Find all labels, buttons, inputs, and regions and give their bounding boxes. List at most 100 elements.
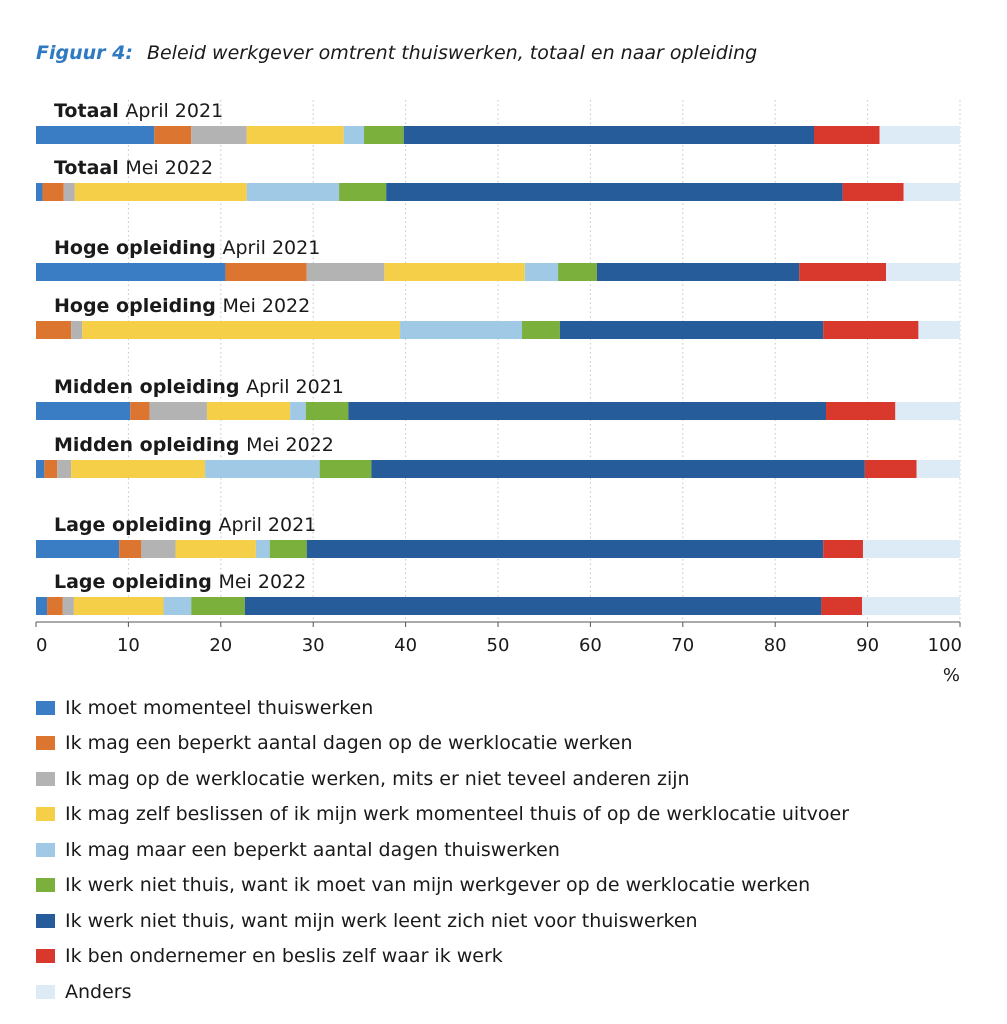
legend-item: Ik moet momenteel thuiswerken: [36, 690, 849, 726]
x-tick-label: 0: [36, 635, 47, 656]
legend-item: Ik mag op de werklocatie werken, mits er…: [36, 761, 849, 797]
bar-segment: [886, 263, 960, 281]
bar-segment: [864, 460, 917, 478]
bar-segment: [71, 460, 206, 478]
bar-segment: [149, 402, 207, 420]
bar-segment: [290, 402, 306, 420]
bar-segment: [119, 540, 142, 558]
category-label: Midden opleiding Mei 2022: [54, 434, 334, 456]
x-tick-label: 70: [671, 635, 694, 656]
legend-swatch: [36, 984, 55, 999]
bar-segment: [386, 183, 843, 201]
category-label: Totaal Mei 2022: [54, 157, 213, 179]
bar-segment: [36, 540, 120, 558]
bar-segment: [371, 460, 865, 478]
bar-segment: [826, 402, 896, 420]
bar-segment: [74, 183, 247, 201]
bar-segment: [36, 183, 43, 201]
bar-segment: [82, 321, 401, 339]
x-tick-label: 50: [487, 635, 510, 656]
x-tick-label: 80: [764, 635, 787, 656]
legend-item: Ik ben ondernemer en beslis zelf waar ik…: [36, 939, 849, 975]
bar-segment: [36, 402, 131, 420]
bar-segment: [36, 597, 48, 615]
bar-segment: [916, 460, 960, 478]
legend-swatch: [36, 913, 55, 928]
bar-segment: [400, 321, 523, 339]
bar-segment: [255, 540, 270, 558]
category-label-bold: Totaal: [54, 100, 125, 122]
legend-label: Ik mag een beperkt aantal dagen op de we…: [65, 732, 633, 755]
bar-segment: [57, 460, 72, 478]
bar-segment: [596, 263, 800, 281]
bar-segment: [319, 460, 372, 478]
bar-segment: [918, 321, 960, 339]
legend-label: Ik ben ondernemer en beslis zelf waar ik…: [65, 945, 503, 968]
chart-legend: Ik moet momenteel thuiswerken Ik mag een …: [36, 690, 849, 1010]
bar-segment: [191, 126, 247, 144]
category-label-bold: Midden opleiding: [54, 376, 246, 398]
x-tick-label: 90: [856, 635, 879, 656]
category-label-period: April 2021: [125, 100, 223, 122]
bar-segment: [225, 263, 307, 281]
bar-segment: [842, 183, 904, 201]
bar-segment: [823, 321, 919, 339]
category-label-period: Mei 2022: [246, 434, 334, 456]
legend-label: Ik moet momenteel thuiswerken: [65, 696, 374, 719]
bar-segment: [246, 183, 340, 201]
category-label: Midden opleiding April 2021: [54, 376, 344, 398]
x-tick-label: 30: [302, 635, 325, 656]
bar-segment: [364, 126, 404, 144]
legend-item: Ik werk niet thuis, want mijn werk leent…: [36, 903, 849, 939]
figure-label: Figuur 4:: [36, 42, 133, 64]
bar-segment: [205, 460, 320, 478]
bar-segment: [305, 402, 349, 420]
category-label-period: Mei 2022: [125, 157, 213, 179]
figure-title-text: Beleid werkgever omtrent thuiswerken, to…: [146, 42, 758, 64]
bar-segment: [42, 183, 64, 201]
category-label: Hoge opleiding April 2021: [54, 237, 320, 259]
bar-segment: [244, 597, 822, 615]
bar-segment: [62, 597, 74, 615]
category-label-bold: Lage opleiding: [54, 571, 218, 593]
category-label-period: Mei 2022: [222, 295, 310, 317]
bar-segment: [821, 597, 863, 615]
category-label-period: April 2021: [218, 514, 316, 536]
bar-segment: [862, 540, 960, 558]
bar-segment: [862, 597, 960, 615]
category-label-bold: Hoge opleiding: [54, 237, 222, 259]
legend-item: Ik mag zelf beslissen of ik mijn werk mo…: [36, 797, 849, 833]
legend-label: Ik mag zelf beslissen of ik mijn werk mo…: [65, 803, 850, 826]
bar-segment: [36, 321, 72, 339]
bar-segment: [879, 126, 960, 144]
x-tick-label: 40: [394, 635, 417, 656]
legend-label: Ik werk niet thuis, want ik moet van mij…: [65, 874, 811, 897]
category-label-bold: Midden opleiding: [54, 434, 246, 456]
bar-segment: [154, 126, 192, 144]
bar-segment: [63, 183, 75, 201]
bar-segment: [163, 597, 192, 615]
category-label-period: April 2021: [222, 237, 320, 259]
bar-segment: [348, 402, 827, 420]
bar-segment: [191, 597, 245, 615]
bar-segment: [73, 597, 164, 615]
bar-segment: [403, 126, 815, 144]
x-tick-label: 20: [209, 635, 232, 656]
legend-item: Ik mag een beperkt aantal dagen op de we…: [36, 726, 849, 762]
legend-swatch: [36, 771, 55, 786]
category-label-bold: Hoge opleiding: [54, 295, 222, 317]
bar-segment: [44, 460, 58, 478]
category-label-bold: Totaal: [54, 157, 125, 179]
category-label-period: April 2021: [246, 376, 344, 398]
bar-segment: [246, 126, 344, 144]
category-label: Lage opleiding April 2021: [54, 514, 316, 536]
bar-segment: [306, 263, 385, 281]
legend-label: Ik werk niet thuis, want mijn werk leent…: [65, 909, 698, 932]
bar-segment: [522, 321, 560, 339]
legend-label: Ik mag op de werklocatie werken, mits er…: [65, 767, 690, 790]
category-label: Totaal April 2021: [54, 100, 223, 122]
bar-segment: [36, 263, 226, 281]
bar-segment: [558, 263, 597, 281]
category-label: Lage opleiding Mei 2022: [54, 571, 306, 593]
